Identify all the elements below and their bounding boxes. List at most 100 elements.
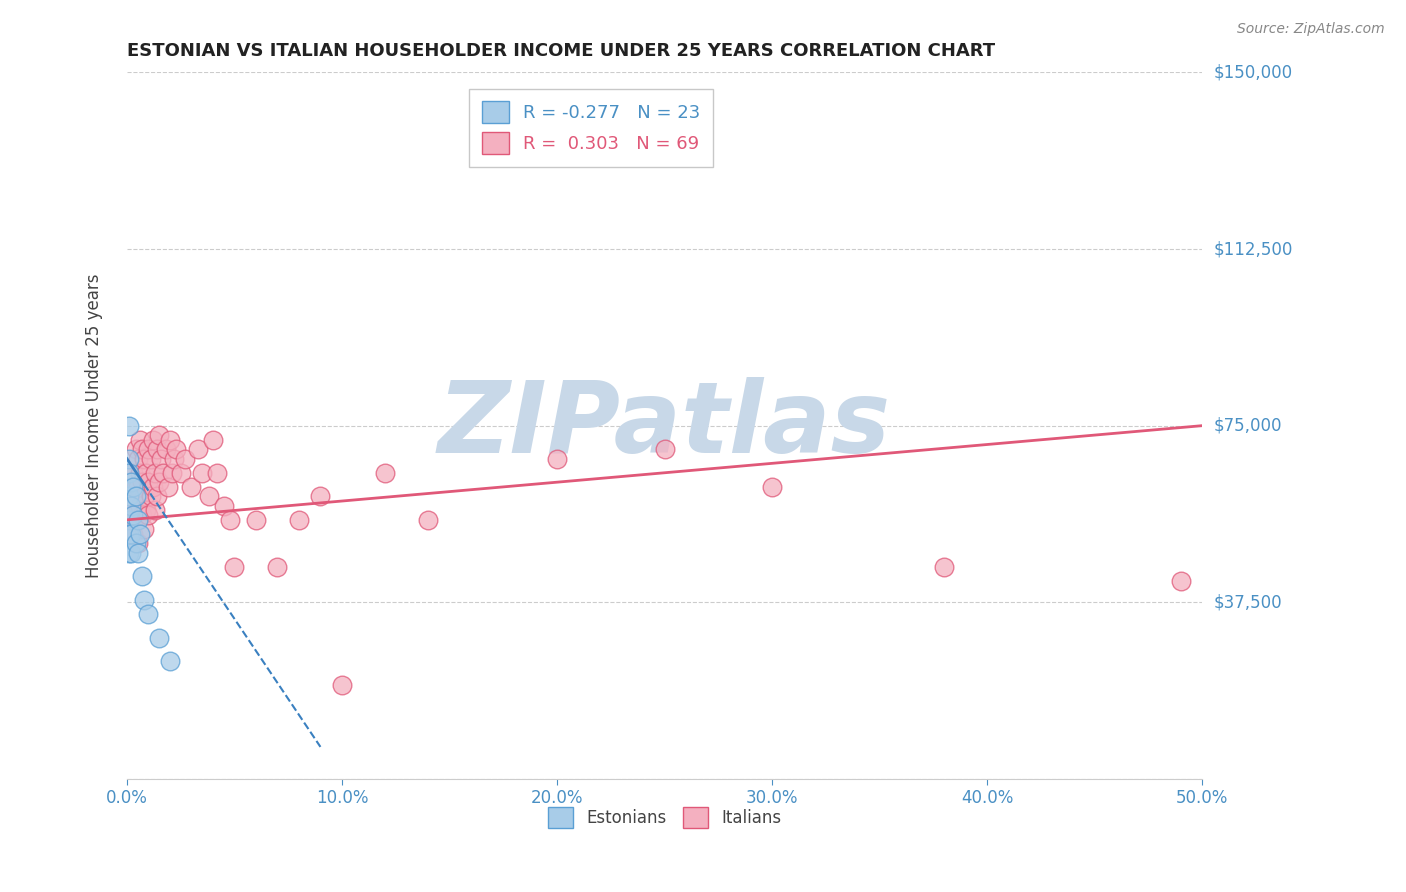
Point — [201, 433, 224, 447]
Text: ZIPatlas: ZIPatlas — [437, 377, 891, 475]
Point — [132, 522, 155, 536]
Point — [374, 466, 396, 480]
Point — [146, 442, 169, 457]
Point — [138, 475, 160, 490]
Point — [139, 489, 162, 503]
Point — [1170, 574, 1192, 588]
Point — [160, 466, 183, 480]
Point — [132, 489, 155, 503]
Point — [118, 466, 141, 480]
Point — [128, 527, 150, 541]
Point — [148, 428, 170, 442]
Point — [138, 508, 160, 523]
Point — [131, 508, 153, 523]
Point — [118, 489, 141, 503]
Point — [122, 499, 145, 513]
Text: $75,000: $75,000 — [1213, 417, 1282, 434]
Point — [152, 466, 174, 480]
Point — [148, 475, 170, 490]
Point — [124, 489, 146, 503]
Point — [165, 442, 187, 457]
Point — [122, 480, 145, 494]
Point — [654, 442, 676, 457]
Point — [191, 466, 214, 480]
Point — [122, 508, 145, 523]
Point — [146, 489, 169, 503]
Point — [197, 489, 219, 503]
Point — [124, 480, 146, 494]
Point — [122, 527, 145, 541]
Text: $112,500: $112,500 — [1213, 240, 1292, 258]
Point — [122, 466, 145, 480]
Legend: Estonians, Italians: Estonians, Italians — [541, 800, 787, 834]
Point — [127, 503, 149, 517]
Text: ESTONIAN VS ITALIAN HOUSEHOLDER INCOME UNDER 25 YEARS CORRELATION CHART: ESTONIAN VS ITALIAN HOUSEHOLDER INCOME U… — [127, 42, 995, 60]
Text: $37,500: $37,500 — [1213, 593, 1282, 611]
Point — [309, 489, 332, 503]
Point — [180, 480, 202, 494]
Point — [128, 466, 150, 480]
Point — [132, 593, 155, 607]
Y-axis label: Householder Income Under 25 years: Householder Income Under 25 years — [86, 274, 103, 578]
Point — [288, 513, 311, 527]
Point — [124, 536, 146, 550]
Point — [187, 442, 209, 457]
Point — [118, 451, 141, 466]
Point — [139, 451, 162, 466]
Point — [118, 418, 141, 433]
Point — [169, 466, 191, 480]
Point — [205, 466, 228, 480]
Point — [330, 678, 353, 692]
Point — [118, 499, 141, 513]
Point — [138, 607, 160, 621]
Point — [174, 451, 197, 466]
Point — [159, 654, 181, 668]
Point — [118, 527, 141, 541]
Point — [120, 480, 142, 494]
Point — [150, 451, 173, 466]
Point — [143, 503, 166, 517]
Text: $150,000: $150,000 — [1213, 63, 1292, 81]
Point — [127, 480, 149, 494]
Point — [143, 466, 166, 480]
Point — [120, 513, 142, 527]
Point — [212, 499, 235, 513]
Point — [219, 513, 242, 527]
Point — [416, 513, 439, 527]
Text: Source: ZipAtlas.com: Source: ZipAtlas.com — [1237, 22, 1385, 37]
Point — [127, 451, 149, 466]
Point — [266, 560, 288, 574]
Point — [135, 466, 157, 480]
Point — [155, 442, 177, 457]
Point — [118, 546, 141, 560]
Point — [131, 475, 153, 490]
Point — [156, 480, 179, 494]
Point — [127, 546, 149, 560]
Point — [163, 451, 186, 466]
Point — [132, 451, 155, 466]
Point — [135, 503, 157, 517]
Point — [124, 442, 146, 457]
Point — [127, 513, 149, 527]
Point — [761, 480, 783, 494]
Point — [120, 527, 142, 541]
Point — [120, 475, 142, 490]
Point — [932, 560, 955, 574]
Point — [224, 560, 246, 574]
Point — [118, 513, 141, 527]
Point — [127, 536, 149, 550]
Point — [142, 480, 165, 494]
Point — [120, 546, 142, 560]
Point — [148, 631, 170, 645]
Point — [128, 499, 150, 513]
Point — [118, 527, 141, 541]
Point — [131, 442, 153, 457]
Point — [546, 451, 568, 466]
Point — [159, 433, 181, 447]
Point — [138, 442, 160, 457]
Point — [245, 513, 267, 527]
Point — [131, 569, 153, 583]
Point — [142, 433, 165, 447]
Point — [120, 499, 142, 513]
Point — [128, 433, 150, 447]
